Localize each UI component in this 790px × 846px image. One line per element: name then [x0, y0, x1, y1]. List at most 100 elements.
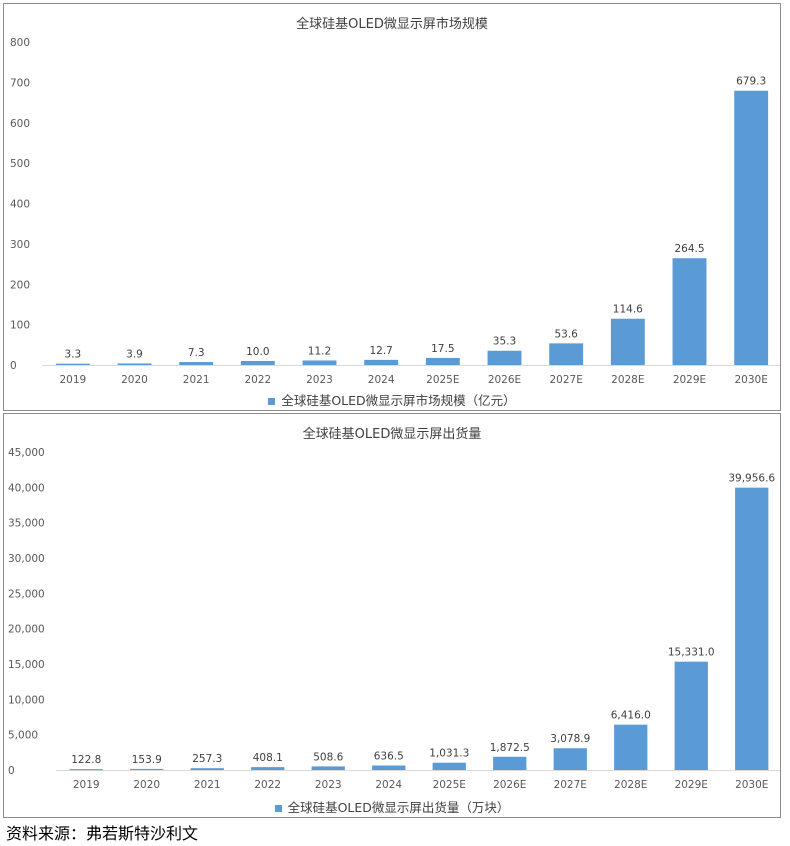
bar — [493, 756, 527, 770]
y-tick-label: 20,000 — [8, 624, 45, 636]
data-label: 39,956.6 — [728, 473, 775, 485]
chart-legend: 全球硅基OLED微显示屏市场规模（亿元） — [4, 390, 780, 409]
bar — [372, 765, 406, 770]
y-tick-label: 300 — [10, 239, 30, 251]
data-label: 17.5 — [431, 343, 454, 355]
bar — [672, 258, 707, 365]
x-tick-label: 2021 — [183, 374, 210, 386]
bar — [487, 350, 522, 365]
chart-legend: 全球硅基OLED微显示屏出货量（万块） — [4, 797, 780, 816]
source-note: 资料来源：弗若斯特沙利文 — [6, 824, 199, 843]
x-tick-label: 2019 — [73, 779, 100, 791]
data-label: 408.1 — [253, 752, 283, 764]
bar — [69, 769, 103, 771]
bar — [432, 762, 466, 770]
x-tick-label: 2024 — [375, 779, 402, 791]
y-tick-label: 800 — [10, 37, 30, 49]
y-tick-label: 600 — [10, 118, 30, 130]
data-label: 15,331.0 — [668, 647, 715, 659]
bar — [240, 360, 275, 365]
y-tick-label: 500 — [10, 158, 30, 170]
x-tick-label: 2023 — [315, 779, 342, 791]
x-tick-label: 2028E — [611, 374, 644, 386]
bar — [311, 766, 345, 770]
y-tick-label: 0 — [8, 765, 15, 777]
data-label: 257.3 — [192, 753, 222, 765]
y-tick-label: 400 — [10, 199, 30, 211]
market-size-chart-panel: 全球硅基OLED微显示屏市场规模 0 100 200 300 400 500 600 700 8… — [3, 3, 781, 411]
data-label: 53.6 — [554, 328, 578, 340]
data-label: 264.5 — [674, 243, 704, 255]
x-tick-label: 2021 — [194, 779, 221, 791]
data-label: 508.6 — [313, 751, 343, 763]
y-tick-label: 10,000 — [8, 694, 45, 706]
x-tick-label: 2028E — [614, 779, 647, 791]
x-tick-label: 2020 — [121, 374, 148, 386]
x-tick-label: 2020 — [133, 779, 160, 791]
bar — [251, 767, 285, 770]
x-tick-label: 2029E — [675, 779, 708, 791]
legend-label: 全球硅基OLED微显示屏出货量（万块） — [287, 800, 510, 815]
y-tick-label: 5,000 — [8, 730, 38, 742]
bar — [179, 362, 214, 365]
data-label: 35.3 — [493, 336, 516, 348]
y-tick-label: 700 — [10, 77, 30, 89]
data-label: 1,872.5 — [490, 742, 530, 754]
y-tick-label: 30,000 — [8, 553, 45, 565]
bar — [553, 748, 587, 770]
x-tick-label: 2027E — [554, 779, 587, 791]
legend-label: 全球硅基OLED微显示屏市场规模（亿元） — [281, 393, 516, 408]
data-label: 679.3 — [736, 76, 766, 88]
x-tick-label: 2027E — [549, 374, 582, 386]
data-label: 3.3 — [64, 349, 81, 361]
x-tick-label: 2026E — [488, 374, 521, 386]
bar — [364, 359, 399, 365]
bar — [674, 661, 708, 770]
x-tick-label: 2030E — [735, 779, 768, 791]
data-label: 11.2 — [308, 345, 331, 357]
y-tick-label: 45,000 — [8, 447, 45, 459]
bar — [190, 768, 224, 770]
shipment-chart: 0 5,000 10,000 15,000 20,000 25,000 30,000 35,0… — [8, 447, 780, 791]
x-tick-label: 2022 — [254, 779, 281, 791]
bar — [130, 768, 164, 770]
data-label: 114.6 — [613, 304, 643, 316]
x-tick-label: 2025E — [433, 779, 466, 791]
data-label: 636.5 — [374, 751, 404, 763]
y-tick-label: 200 — [10, 279, 30, 291]
legend-swatch — [274, 805, 282, 812]
data-label: 122.8 — [71, 754, 101, 766]
bar — [117, 363, 152, 365]
data-label: 10.0 — [246, 346, 269, 358]
data-label: 153.9 — [132, 754, 162, 766]
x-tick-label: 2019 — [59, 374, 86, 386]
data-label: 3.9 — [126, 348, 143, 360]
x-tick-label: 2026E — [493, 779, 526, 791]
bar — [614, 724, 648, 770]
bar — [425, 357, 460, 365]
x-tick-label: 2022 — [244, 374, 271, 386]
data-label: 1,031.3 — [429, 748, 469, 760]
bar — [549, 343, 584, 365]
y-tick-label: 25,000 — [8, 588, 45, 600]
shipment-chart-panel: 全球硅基OLED微显示屏出货量 0 5,000 10,000 15,000 20,000… — [3, 413, 781, 818]
bar — [55, 363, 90, 365]
chart-title: 全球硅基OLED微显示屏出货量 — [302, 427, 482, 442]
x-tick-label: 2030E — [734, 374, 767, 386]
legend-swatch — [268, 398, 276, 405]
x-tick-label: 2023 — [306, 374, 333, 386]
market-size-chart: 0 100 200 300 400 500 600 700 800 3.3 2019 3.9 2020 7… — [10, 37, 780, 386]
y-tick-label: 15,000 — [8, 659, 45, 671]
y-tick-label: 100 — [10, 320, 30, 332]
bar — [302, 360, 337, 365]
y-tick-label: 35,000 — [8, 518, 45, 530]
x-tick-label: 2029E — [673, 374, 706, 386]
data-label: 6,416.0 — [611, 710, 651, 722]
data-label: 3,078.9 — [550, 733, 590, 745]
x-tick-label: 2025E — [426, 374, 459, 386]
x-tick-label: 2024 — [368, 374, 395, 386]
bar — [734, 90, 769, 365]
y-tick-label: 0 — [10, 360, 17, 372]
chart-title: 全球硅基OLED微显示屏市场规模 — [296, 17, 488, 32]
bar — [735, 487, 769, 770]
